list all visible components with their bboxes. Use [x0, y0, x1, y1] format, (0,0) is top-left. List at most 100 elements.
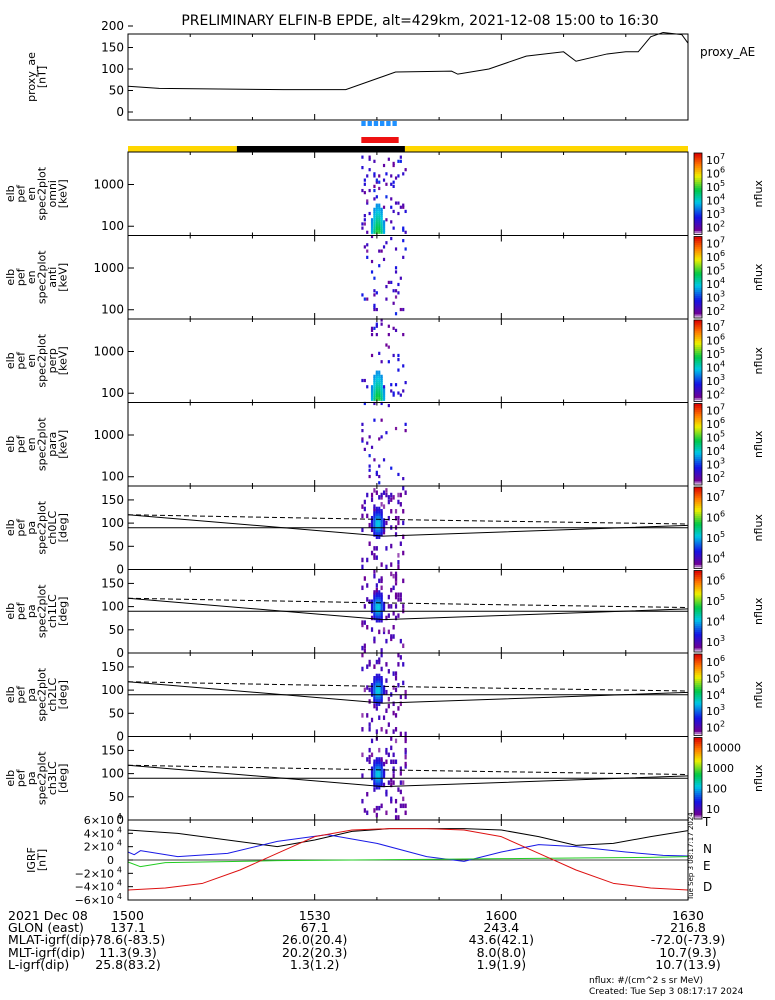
- colorbar-cell: [694, 503, 702, 506]
- spectrogram-cell: [375, 207, 378, 211]
- spectrogram-cell: [380, 727, 383, 732]
- colorbar-cell: [694, 814, 702, 818]
- spectrogram-cell: [380, 527, 383, 533]
- spectrogram-cell: [375, 615, 378, 621]
- colorbar-cell: [694, 586, 702, 590]
- spectrogram-cell: [375, 529, 378, 535]
- spectrogram-cell: [394, 713, 398, 718]
- colorbar-cell: [694, 792, 702, 796]
- spectrogram-cell: [380, 376, 383, 381]
- colorbar-cell: [694, 273, 702, 276]
- spectrogram-cell: [375, 214, 378, 218]
- spectrogram-panel: 0 50 100 150 10 100 1000 10000 nflux: [101, 736, 765, 827]
- colorbar-cell: [694, 256, 702, 260]
- y-tick-label: 100: [101, 470, 124, 484]
- spectrogram-cell: [370, 332, 374, 337]
- spectrogram-cell: [373, 326, 376, 330]
- spectrogram-cell: [373, 389, 376, 393]
- spectrogram-cell: [375, 785, 378, 790]
- spectrogram-cell: [373, 393, 376, 397]
- spectrogram-cell: [402, 255, 405, 259]
- spectrogram-cell: [368, 522, 371, 528]
- spectrogram-cell: [382, 601, 386, 607]
- spectrogram-cell: [378, 174, 381, 178]
- sunlight-bar: [128, 146, 237, 152]
- spectrogram-cell: [375, 701, 378, 707]
- spectrogram-cell: [380, 757, 383, 762]
- spectrogram-cell: [361, 437, 364, 441]
- y-tick-label: 2×10: [84, 841, 114, 854]
- spectrogram-cell: [380, 676, 383, 681]
- colorbar-cell: [694, 525, 702, 529]
- spectrogram-cell: [375, 618, 378, 623]
- spectrogram-cell: [380, 529, 383, 535]
- y-tick-label: 0: [116, 105, 124, 119]
- spectrogram-cell: [399, 492, 402, 498]
- spectrogram-cell: [370, 527, 374, 533]
- colorbar-cell: [694, 578, 702, 582]
- panel-ylabel-line: en: [25, 354, 38, 368]
- spectrogram-cell: [361, 165, 364, 170]
- spectrogram-cell: [385, 343, 388, 347]
- colorbar-tick-exponent: 6: [720, 332, 725, 341]
- colorbar-cell: [694, 478, 702, 482]
- spectrogram-cell: [378, 657, 381, 662]
- spectrogram-cell: [390, 782, 393, 788]
- y-tick-label: 0: [116, 730, 124, 744]
- spectrogram-cell: [382, 504, 386, 509]
- spectrogram-cell: [399, 159, 402, 163]
- spectrogram-cell: [370, 522, 374, 528]
- footer-row-label: L-igrf(dip): [8, 956, 70, 972]
- spectrogram-cell: [387, 752, 390, 758]
- spectrogram-cell: [382, 393, 386, 397]
- spectrogram-cell: [382, 773, 386, 778]
- colorbar-cell: [694, 161, 702, 164]
- colorbar-cell: [694, 790, 702, 794]
- spectrogram-cell: [361, 378, 364, 383]
- colorbar-cell: [694, 594, 702, 598]
- colorbar-cell: [694, 572, 702, 576]
- spectrogram-cell: [382, 257, 386, 262]
- spectrogram-cell: [368, 687, 371, 693]
- spectrogram-cell: [404, 738, 407, 744]
- spectrogram-cell: [363, 378, 366, 383]
- spectrogram-cell: [375, 706, 378, 711]
- spectrogram-cell: [392, 729, 395, 734]
- spectrogram-cell: [380, 771, 383, 776]
- y-tick-label: 50: [109, 790, 124, 804]
- colorbar-cell: [694, 584, 702, 588]
- spectrogram-cell: [375, 372, 378, 376]
- anti-loss-cone-line: [127, 514, 689, 525]
- spectrogram-cell: [370, 395, 374, 399]
- colorbar-cell: [694, 603, 702, 606]
- panel-ylabel-line: pa: [25, 521, 38, 535]
- spectrogram-cell: [361, 226, 364, 230]
- panel-ylabel-line: spec2plot: [35, 751, 48, 805]
- colorbar-cell: [694, 784, 702, 787]
- spectrogram-cell: [380, 611, 383, 616]
- panel-frame: [127, 235, 689, 320]
- spectrogram-cell: [402, 205, 405, 209]
- spectrogram-cell: [373, 664, 376, 669]
- spectrogram-cell: [375, 761, 378, 767]
- spectrogram-cell: [375, 211, 378, 216]
- colorbar-cell: [694, 254, 702, 258]
- spectrogram-cell: [378, 387, 381, 391]
- spectrogram-cell: [394, 312, 398, 316]
- spectrogram-cell: [380, 778, 383, 783]
- spectrogram-cell: [373, 391, 376, 395]
- colorbar-cell: [694, 719, 702, 722]
- spectrogram-cell: [392, 289, 395, 293]
- igrf-series-N: [127, 834, 689, 862]
- spectrogram-cell: [397, 613, 400, 618]
- colorbar-cell: [694, 678, 702, 681]
- spectrogram-cell: [378, 529, 381, 535]
- colorbar-tick-label: 102: [706, 719, 725, 734]
- units-note: nflux: #/(cm^2 s sr MeV): [589, 976, 703, 986]
- spectrogram-cell: [394, 509, 398, 514]
- spectrogram-cell: [380, 214, 383, 218]
- panel-ylabel-line: spec2plot: [35, 584, 48, 638]
- spectrogram-cell: [402, 307, 405, 312]
- colorbar-cell: [694, 258, 702, 262]
